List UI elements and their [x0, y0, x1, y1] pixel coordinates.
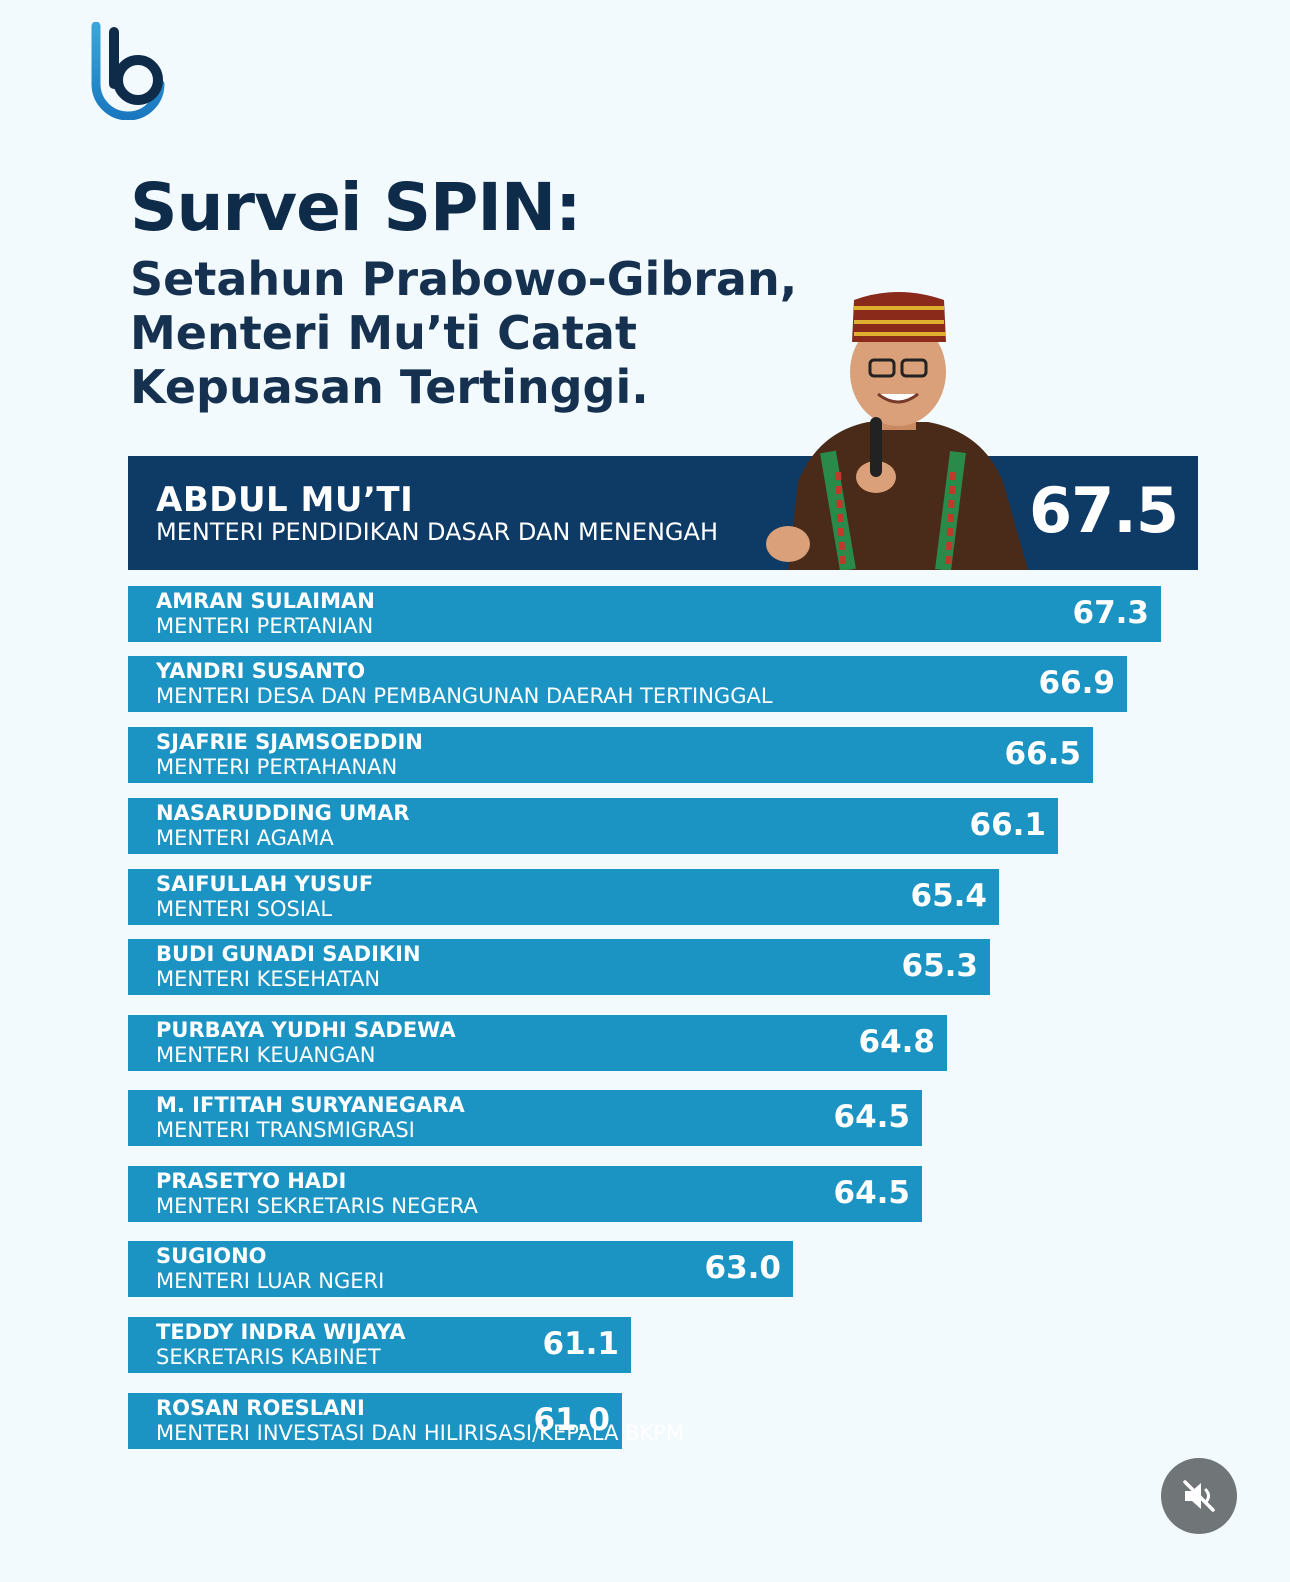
bar-value: 61.0	[533, 1402, 611, 1438]
bar: TEDDY INDRA WIJAYA SEKRETARIS KABINET 61.1	[128, 1317, 631, 1373]
bar-name: TEDDY INDRA WIJAYA	[156, 1320, 406, 1344]
bar-name: SAIFULLAH YUSUF	[156, 872, 374, 896]
bar-role: MENTERI PERTANIAN	[156, 614, 374, 638]
bar-role: SEKRETARIS KABINET	[156, 1345, 381, 1369]
bar-role: MENTERI TRANSMIGRASI	[156, 1118, 415, 1142]
bar-role: MENTERI INVESTASI DAN HILIRISASI/KEPALA …	[156, 1421, 685, 1445]
bar-value: 65.4	[910, 878, 988, 914]
highlight-bar: ABDUL MU’TI MENTERI PENDIDIKAN DASAR DAN…	[128, 456, 1198, 570]
bar-name: ABDUL MU’TI	[156, 480, 414, 520]
bar-value: 64.5	[833, 1175, 911, 1211]
bar-name: NASARUDDING UMAR	[156, 801, 410, 825]
bar-value: 66.9	[1038, 665, 1116, 701]
bar: PURBAYA YUDHI SADEWA MENTERI KEUANGAN 64.8	[128, 1015, 947, 1071]
bar-value: 63.0	[704, 1250, 782, 1286]
bar: YANDRI SUSANTO MENTERI DESA DAN PEMBANGUN…	[128, 656, 1127, 712]
bar-role: MENTERI SEKRETARIS NEGERA	[156, 1194, 478, 1218]
bar-role: MENTERI SOSIAL	[156, 897, 333, 921]
bar-role: MENTERI PERTAHANAN	[156, 755, 398, 779]
bar-value: 64.5	[833, 1099, 911, 1135]
bar: SJAFRIE SJAMSOEDDIN MENTERI PERTAHANAN 66.…	[128, 727, 1093, 783]
bar-role: MENTERI DESA DAN PEMBANGUNAN DAERAH TERT…	[156, 684, 773, 708]
mute-button[interactable]	[1161, 1458, 1237, 1534]
bar: PRASETYO HADI MENTERI SEKRETARIS NEGERA 64…	[128, 1166, 922, 1222]
subtitle-line: Setahun Prabowo-Gibran,	[130, 252, 798, 306]
bar-role: MENTERI AGAMA	[156, 826, 334, 850]
page-title: Survei SPIN:	[130, 169, 582, 246]
minister-portrait	[766, 292, 1028, 570]
bar-value: 66.1	[969, 807, 1047, 843]
bar: AMRAN SULAIMAN MENTERI PERTANIAN 67.3	[128, 586, 1161, 642]
b-logo-icon	[91, 22, 165, 120]
bar-value: 67.3	[1072, 595, 1150, 631]
subtitle-line: Menteri Mu’ti Catat	[130, 306, 637, 360]
bar-name: PURBAYA YUDHI SADEWA	[156, 1018, 456, 1042]
bar-name: PRASETYO HADI	[156, 1169, 347, 1193]
bar: M. IFTITAH SURYANEGARA MENTERI TRANSMIGRA…	[128, 1090, 922, 1146]
bar-value: 64.8	[858, 1024, 936, 1060]
bar-role: MENTERI PENDIDIKAN DASAR DAN MENENGAH	[156, 518, 718, 546]
bar-name: YANDRI SUSANTO	[156, 659, 366, 683]
bar: SAIFULLAH YUSUF MENTERI SOSIAL 65.4	[128, 869, 999, 925]
bar-value: 66.5	[1004, 736, 1082, 772]
bar-role: MENTERI KEUANGAN	[156, 1043, 376, 1067]
bar-name: ROSAN ROESLANI	[156, 1396, 365, 1420]
subtitle-line: Kepuasan Tertinggi.	[130, 360, 649, 414]
bar-value: 61.1	[542, 1326, 620, 1362]
bar: SUGIONO MENTERI LUAR NGERI 63.0	[128, 1241, 793, 1297]
bar-role: MENTERI LUAR NGERI	[156, 1269, 385, 1293]
bar-name: M. IFTITAH SURYANEGARA	[156, 1093, 465, 1117]
muted-speaker-icon	[1183, 1480, 1215, 1512]
bar-value: 67.5	[1029, 474, 1179, 547]
bar-name: AMRAN SULAIMAN	[156, 589, 375, 613]
bar: BUDI GUNADI SADIKIN MENTERI KESEHATAN 65.3	[128, 939, 990, 995]
bar-role: MENTERI KESEHATAN	[156, 967, 381, 991]
page-subtitle: Setahun Prabowo-Gibran, Menteri Mu’ti Ca…	[130, 252, 830, 414]
bar: NASARUDDING UMAR MENTERI AGAMA 66.1	[128, 798, 1058, 854]
bar: ROSAN ROESLANI MENTERI INVESTASI DAN HILI…	[128, 1393, 684, 1449]
bar-name: SJAFRIE SJAMSOEDDIN	[156, 730, 423, 754]
bar-name: BUDI GUNADI SADIKIN	[156, 942, 421, 966]
bar-value: 65.3	[901, 948, 979, 984]
bar-name: SUGIONO	[156, 1244, 267, 1268]
